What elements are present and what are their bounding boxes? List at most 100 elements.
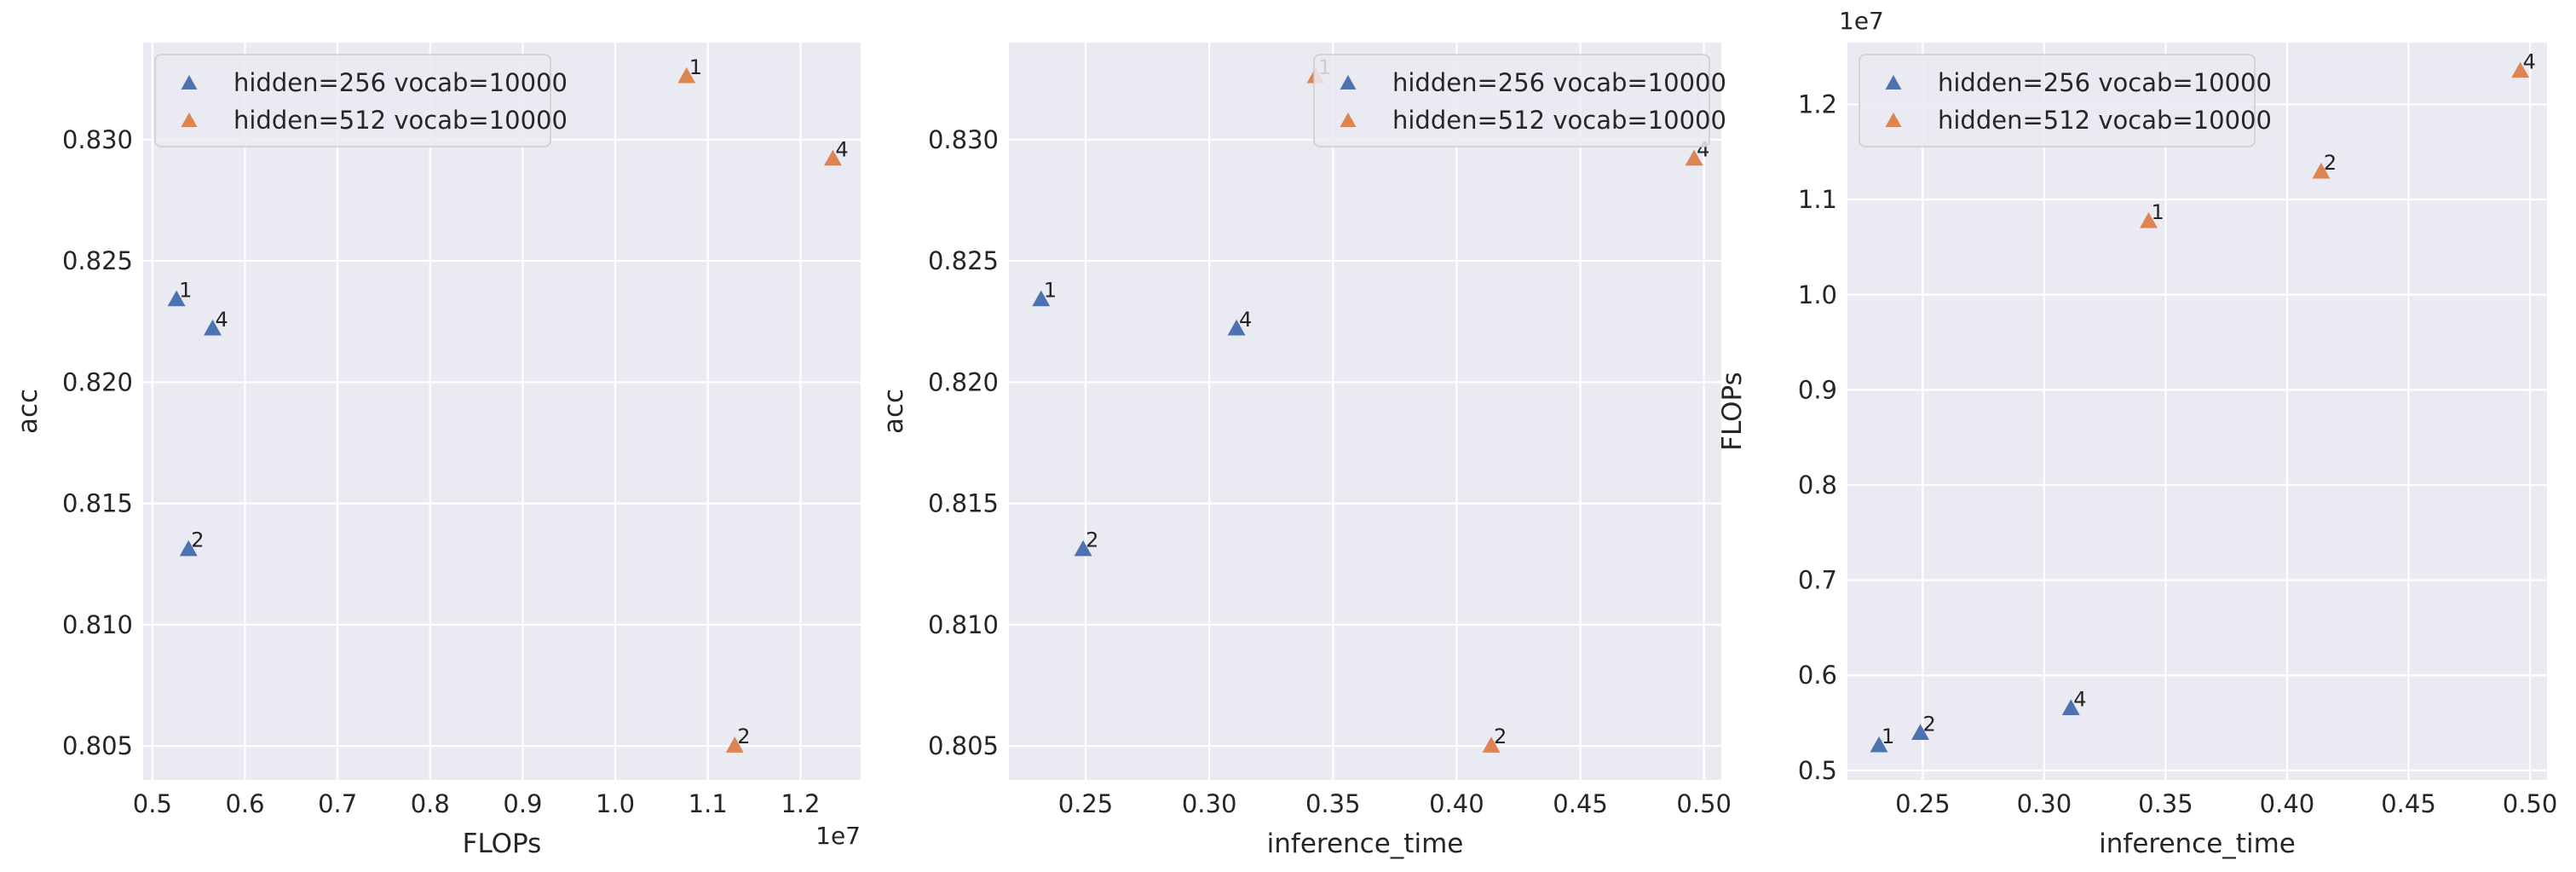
x-tick-label: 0.30 xyxy=(2017,789,2072,818)
data-point-s1 xyxy=(1074,540,1092,557)
legend-box xyxy=(1313,54,1710,147)
x-axis-label: FLOPs xyxy=(463,829,542,859)
point-label: 4 xyxy=(1239,308,1252,332)
data-point-s1 xyxy=(1870,736,1888,753)
data-point-s2 xyxy=(725,736,744,753)
y-tick-label: 0.6 xyxy=(1798,661,1837,690)
x-tick-label: 0.6 xyxy=(225,789,264,818)
legend-entry: hidden=512 vocab=10000 xyxy=(233,106,568,135)
y-tick-label: 0.8 xyxy=(1798,471,1837,500)
point-label: 1 xyxy=(1044,279,1057,303)
data-point-s2 xyxy=(2140,211,2158,228)
y-tick-label: 0.825 xyxy=(928,246,999,275)
y-tick-label: 0.810 xyxy=(62,610,133,639)
legend: hidden=256 vocab=10000 hidden=512 vocab=1… xyxy=(1313,54,1726,147)
point-label: 2 xyxy=(1494,725,1507,748)
x-tick-label: 0.25 xyxy=(1058,789,1114,818)
y-tick-label: 0.7 xyxy=(1798,566,1837,595)
data-point-s2 xyxy=(2312,162,2331,179)
data-point-s2 xyxy=(2511,61,2530,78)
x-tick-label: 1.2 xyxy=(781,789,820,818)
y-tick-label: 0.830 xyxy=(928,125,999,154)
legend-marker-s1 xyxy=(181,75,198,90)
plot-area xyxy=(1009,43,1721,780)
y-offset-label: 1e7 xyxy=(1839,7,1884,35)
legend-entry: hidden=256 vocab=10000 xyxy=(1938,68,2272,97)
y-tick-label: 0.815 xyxy=(62,489,133,518)
legend-entry: hidden=256 vocab=10000 xyxy=(1392,68,1726,97)
plot-area xyxy=(143,43,861,780)
y-tick-label: 0.5 xyxy=(1798,756,1837,785)
x-tick-label: 0.8 xyxy=(411,789,450,818)
data-point-s2 xyxy=(1685,149,1703,166)
y-tick-label: 1.1 xyxy=(1798,185,1837,214)
legend-marker-s1 xyxy=(1885,75,1902,90)
point-label: 2 xyxy=(1086,528,1098,552)
data-point-s2 xyxy=(1482,736,1501,753)
legend-box xyxy=(154,54,551,147)
x-axis-label: inference_time xyxy=(1267,829,1464,859)
point-label: 2 xyxy=(191,528,204,552)
x-tick-label: 0.40 xyxy=(2260,789,2315,818)
legend-marker-s1 xyxy=(1340,75,1357,90)
x-tick-label: 0.25 xyxy=(1895,789,1951,818)
point-label: 2 xyxy=(1923,712,1936,736)
x-tick-label: 0.30 xyxy=(1182,789,1237,818)
y-tick-label: 0.805 xyxy=(62,731,133,760)
x-tick-label: 0.7 xyxy=(318,789,357,818)
data-point-s1 xyxy=(204,319,222,336)
legend-marker-s2 xyxy=(181,113,198,127)
data-point-s2 xyxy=(677,66,696,84)
data-point-s2 xyxy=(823,149,842,166)
point-label: 4 xyxy=(2073,687,2086,711)
data-point-s1 xyxy=(1227,319,1246,336)
y-tick-label: 0.9 xyxy=(1798,375,1837,404)
x-tick-label: 1.1 xyxy=(689,789,728,818)
x-offset-label: 1e7 xyxy=(815,822,861,850)
chart-panel-2: 0.25 0.30 0.35 0.40 0.45 0.50 0.805 0.810 0.815 0… xyxy=(879,43,1732,859)
chart-panel-3: 0.25 0.30 0.35 0.40 0.45 0.50 0.5 0.6 0.7 0.8 0.9 1… xyxy=(1717,7,2557,859)
y-axis-label: acc xyxy=(879,389,909,434)
data-point-s1 xyxy=(167,290,186,307)
y-tick-label: 0.830 xyxy=(62,125,133,154)
y-tick-label: 0.810 xyxy=(928,610,999,639)
point-label: 2 xyxy=(737,725,750,748)
chart-panel-1: 0.5 0.6 0.7 0.8 0.9 1.0 1.1 1.2 0.805 0.810 0.815 0… xyxy=(13,43,861,859)
y-tick-label: 0.805 xyxy=(928,731,999,760)
x-tick-label: 1.0 xyxy=(596,789,635,818)
legend-entry: hidden=512 vocab=10000 xyxy=(1392,106,1726,135)
x-tick-label: 0.45 xyxy=(1553,789,1608,818)
data-point-s1 xyxy=(2061,699,2080,715)
point-label: 4 xyxy=(2523,49,2536,73)
x-tick-label: 0.9 xyxy=(503,789,542,818)
point-label: 4 xyxy=(835,138,848,162)
point-label: 1 xyxy=(1882,725,1894,748)
y-tick-label: 0.820 xyxy=(62,367,133,396)
data-point-s1 xyxy=(179,540,198,557)
x-tick-label: 0.40 xyxy=(1429,789,1484,818)
y-axis-label: FLOPs xyxy=(1717,372,1748,451)
x-tick-label: 0.35 xyxy=(1305,789,1361,818)
point-label: 1 xyxy=(689,55,702,79)
x-axis-label: inference_time xyxy=(2099,829,2296,859)
point-label: 1 xyxy=(179,279,192,303)
x-tick-label: 0.5 xyxy=(133,789,172,818)
legend: hidden=256 vocab=10000 hidden=512 vocab=1… xyxy=(1859,54,2272,147)
point-label: 4 xyxy=(215,308,228,332)
y-tick-label: 1.2 xyxy=(1798,90,1837,119)
x-tick-label: 0.50 xyxy=(1676,789,1732,818)
legend-entry: hidden=256 vocab=10000 xyxy=(233,68,568,97)
point-label: 1 xyxy=(2151,200,2164,224)
plot-area xyxy=(1847,43,2547,780)
y-tick-label: 0.825 xyxy=(62,246,133,275)
legend-box xyxy=(1859,54,2256,147)
x-tick-label: 0.50 xyxy=(2503,789,2558,818)
x-tick-label: 0.35 xyxy=(2138,789,2193,818)
y-tick-label: 0.820 xyxy=(928,367,999,396)
point-label: 2 xyxy=(2324,151,2337,175)
y-tick-label: 0.815 xyxy=(928,489,999,518)
legend-marker-s2 xyxy=(1340,113,1357,127)
legend-marker-s2 xyxy=(1885,113,1902,127)
data-point-s1 xyxy=(1911,724,1929,741)
